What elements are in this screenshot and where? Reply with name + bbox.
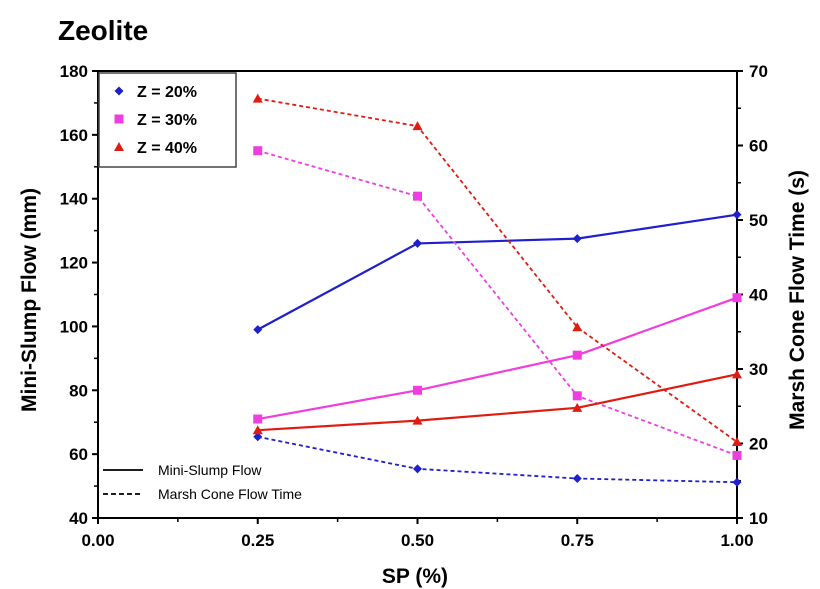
- y2-tick-label: 70: [749, 62, 768, 81]
- mini-slump-point-series-2: [572, 350, 582, 360]
- y2-tick-label: 10: [749, 509, 768, 528]
- x-tick-label: 0.25: [241, 531, 274, 550]
- mini-slump-point-series-2: [413, 385, 422, 395]
- mini-slump-point-series-3: [252, 425, 263, 435]
- marsh-cone-line-series-1: [257, 435, 738, 484]
- y2-tick-label: 50: [749, 211, 768, 230]
- marsh-cone-line-series-3: [257, 97, 738, 443]
- y-tick-label: 60: [69, 445, 88, 464]
- mini-slump-point-series-1: [253, 325, 263, 335]
- mini-slump-line-series-2: [257, 296, 738, 421]
- legend-marker-series-2: [114, 114, 124, 124]
- mini-slump-point-series-1: [572, 234, 582, 244]
- series-markers: [252, 93, 742, 487]
- legend-marker-series-1: [114, 86, 124, 96]
- legend-marker-series-3: [114, 142, 124, 151]
- mini-slump-point-series-2: [253, 414, 263, 424]
- marsh-cone-point-series-3: [732, 437, 742, 447]
- marsh-cone-point-series-1: [253, 432, 263, 442]
- x-tick-label: 1.00: [720, 531, 753, 550]
- marsh-cone-point-series-1: [572, 474, 582, 484]
- axis-ticks: 0.00 0.25 0.50 0.75 1.00 40 60 80 100 120 140 160 18…: [60, 62, 768, 550]
- y-tick-label: 40: [69, 509, 88, 528]
- marsh-cone-point-series-3: [572, 322, 583, 332]
- mini-slump-point-series-1: [732, 210, 742, 220]
- marsh-cone-point-series-1: [732, 477, 742, 487]
- legend-label-series-3: Z = 40%: [137, 140, 197, 157]
- y2-tick-label: 20: [749, 435, 768, 454]
- y2-tick-label: 30: [749, 360, 768, 379]
- marsh-cone-point-series-3: [252, 93, 263, 103]
- y-tick-label: 80: [69, 381, 88, 400]
- marsh-cone-point-series-3: [412, 121, 423, 131]
- marsh-cone-point-series-1: [413, 464, 422, 474]
- mini-slump-point-series-2: [732, 293, 742, 303]
- y-axis-label: Mini-Slump Flow (mm): [18, 188, 41, 412]
- marsh-cone-point-series-2: [732, 450, 742, 460]
- legend-label-series-1: Z = 20%: [137, 84, 197, 101]
- marsh-cone-point-series-2: [413, 191, 422, 201]
- x-tick-label: 0.75: [561, 531, 594, 550]
- chart-title: Zeolite: [58, 15, 148, 46]
- y-tick-label: 140: [60, 190, 88, 209]
- mini-slump-point-series-3: [572, 402, 583, 412]
- marsh-cone-point-series-2: [572, 391, 582, 401]
- series-legend: Z = 20% Z = 30% Z = 40%: [98, 72, 237, 168]
- line-style-legend: Mini-Slump Flow Marsh Cone Flow Time: [103, 462, 302, 502]
- series-lines: [257, 97, 738, 484]
- mini-slump-point-series-3: [412, 415, 423, 425]
- mini-slump-line-series-1: [257, 213, 738, 331]
- mini-slump-line-series-3: [257, 373, 738, 432]
- x-tick-label: 0.00: [81, 531, 114, 550]
- x-axis-label: SP (%): [382, 565, 448, 588]
- line-style-label-1: Mini-Slump Flow: [158, 462, 262, 478]
- y-tick-label: 180: [60, 62, 88, 81]
- y-tick-label: 100: [60, 317, 88, 336]
- x-tick-label: 0.50: [401, 531, 434, 550]
- y-tick-label: 120: [60, 254, 88, 273]
- mini-slump-point-series-1: [413, 238, 422, 248]
- line-style-label-2: Marsh Cone Flow Time: [158, 486, 302, 502]
- mini-slump-point-series-3: [732, 369, 742, 379]
- legend-label-series-2: Z = 30%: [137, 112, 197, 129]
- marsh-cone-point-series-2: [253, 146, 263, 156]
- marsh-cone-line-series-2: [257, 149, 738, 457]
- y2-tick-label: 40: [749, 286, 768, 305]
- y2-axis-label: Marsh Cone Flow Time (s): [786, 170, 809, 430]
- y-tick-label: 160: [60, 126, 88, 145]
- y2-tick-label: 60: [749, 137, 768, 156]
